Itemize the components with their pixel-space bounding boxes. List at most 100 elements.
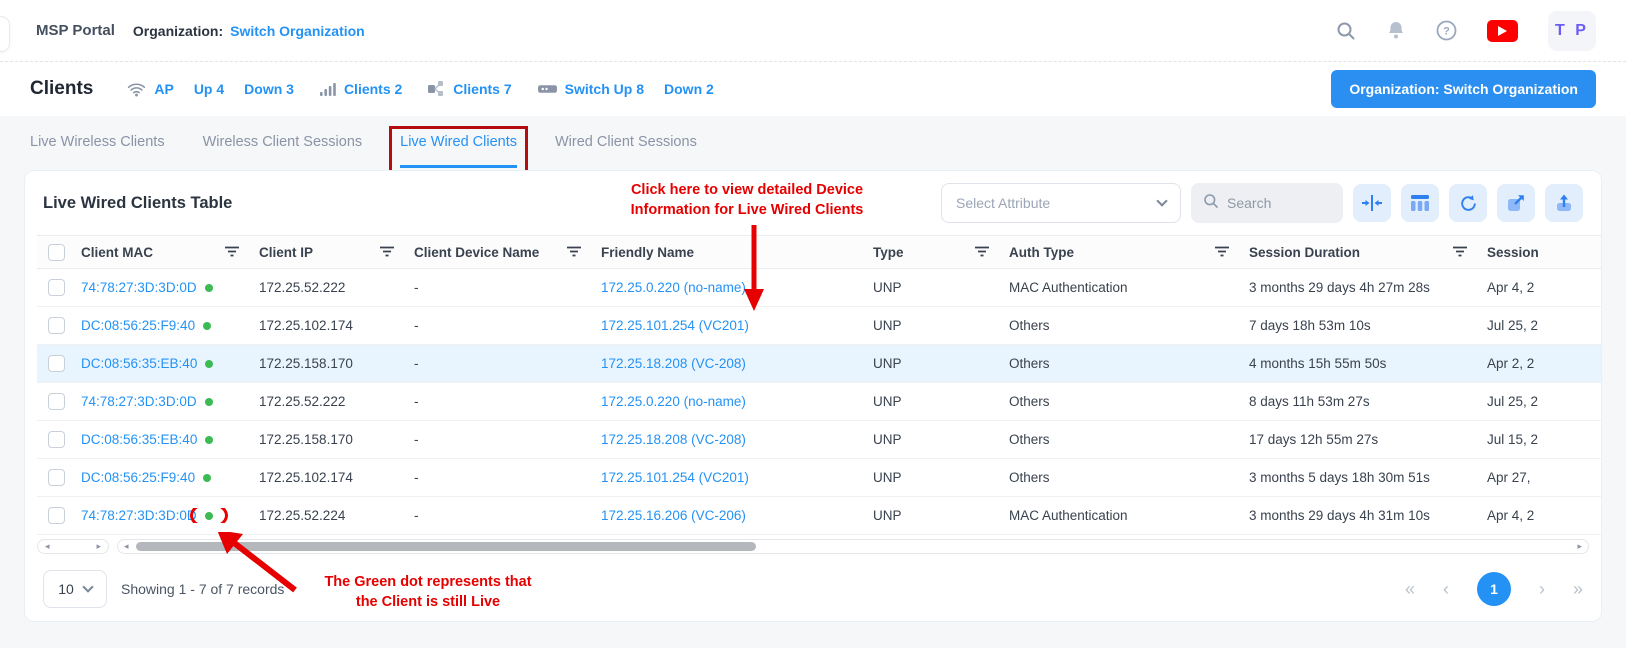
live-status-dot: [203, 321, 212, 330]
sidebar-toggle-nub[interactable]: [0, 16, 10, 52]
scroll-right-icon[interactable]: ▸: [96, 540, 101, 551]
friendly-name-link[interactable]: 172.25.18.208 (VC-208): [601, 356, 746, 371]
table-row-highlighted[interactable]: DC:08:56:35:EB:40 172.25.158.170 - 172.2…: [37, 345, 1601, 383]
open-in-new-button[interactable]: [1497, 184, 1535, 222]
table-row[interactable]: DC:08:56:25:F9:40 172.25.102.174 - 172.2…: [37, 307, 1601, 345]
table-row[interactable]: 74:78:27:3D:3D:0D 172.25.52.222 - 172.25…: [37, 383, 1601, 421]
client-mac-link[interactable]: 74:78:27:3D:3D:0D: [81, 394, 197, 409]
friendly-name-link[interactable]: 172.25.101.254 (VC201): [601, 470, 749, 485]
fit-columns-button[interactable]: [1353, 184, 1391, 222]
device-stats-bar: AP Up 4 Down 3 Clients 2 Clients 7: [127, 81, 714, 97]
stat-wireless-clients[interactable]: Clients 2: [319, 81, 402, 97]
client-mac-link[interactable]: DC:08:56:35:EB:40: [81, 432, 198, 447]
column-header[interactable]: Client MAC: [81, 244, 153, 260]
annotation-top-note: Click here to view detailed Device Infor…: [630, 182, 864, 219]
stat-ap[interactable]: AP Up 4 Down 3: [127, 81, 294, 97]
column-header[interactable]: Client Device Name: [414, 244, 540, 260]
scrollbar-thumb[interactable]: [136, 541, 756, 551]
filter-icon[interactable]: [1453, 245, 1467, 260]
friendly-name-link[interactable]: 172.25.18.208 (VC-208): [601, 432, 746, 447]
page-title: Clients: [30, 78, 94, 99]
column-header[interactable]: Client IP: [259, 244, 314, 260]
table-header-row: Client MAC Client IP Client Device Name …: [37, 235, 1601, 269]
friendly-name-link[interactable]: 172.25.0.220 (no-name): [601, 394, 746, 409]
records-summary: Showing 1 - 7 of 7 records: [121, 581, 285, 597]
table-row[interactable]: DC:08:56:35:EB:40 172.25.158.170 - 172.2…: [37, 421, 1601, 459]
client-mac-link[interactable]: DC:08:56:25:F9:40: [81, 470, 196, 485]
row-checkbox[interactable]: [47, 507, 65, 524]
organization-link[interactable]: Switch Organization: [230, 22, 365, 39]
signal-bars-icon: [319, 82, 336, 96]
export-upload-button[interactable]: [1545, 184, 1583, 222]
scroll-left-icon[interactable]: ◂: [124, 540, 129, 551]
tab-live-wired-clients[interactable]: Live Wired Clients: [389, 126, 528, 175]
filter-icon[interactable]: [225, 245, 239, 260]
stat-wired-clients[interactable]: Clients 7: [428, 81, 512, 97]
help-icon[interactable]: ?: [1436, 20, 1457, 41]
table-footer: 10 Showing 1 - 7 of 7 records The Green …: [25, 532, 1601, 618]
row-checkbox[interactable]: [47, 279, 65, 296]
friendly-name-link[interactable]: 172.25.101.254 (VC201): [601, 318, 749, 333]
column-header[interactable]: Session Duration: [1249, 244, 1361, 260]
table-search: [1191, 183, 1343, 223]
client-mac-link[interactable]: 74:78:27:3D:3D:0D: [81, 280, 197, 295]
row-checkbox[interactable]: [47, 469, 65, 486]
horizontal-scroll-area: ◂ ▸ ◂ ▸: [37, 538, 1589, 554]
select-all-checkbox[interactable]: [47, 243, 65, 261]
filter-icon[interactable]: [1215, 245, 1229, 260]
search-input[interactable]: [1227, 195, 1317, 211]
filter-icon[interactable]: [380, 245, 394, 260]
table-row[interactable]: 74:78:27:3D:3D:0D 172.25.52.224 - 172.25…: [37, 497, 1601, 535]
row-checkbox[interactable]: [47, 431, 65, 448]
chevron-down-icon: [82, 581, 94, 593]
client-mac-link[interactable]: DC:08:56:25:F9:40: [81, 318, 196, 333]
frozen-column-scrollbar[interactable]: ◂ ▸: [37, 538, 109, 554]
stat-switch[interactable]: Switch Up 8 Down 2: [537, 81, 714, 97]
previous-page-icon[interactable]: ‹: [1442, 578, 1449, 599]
table-row[interactable]: 74:78:27:3D:3D:0D 172.25.52.222 - 172.25…: [37, 269, 1601, 307]
notifications-bell-icon[interactable]: [1386, 20, 1406, 41]
client-mac-link[interactable]: 74:78:27:3D:3D:0D: [81, 508, 197, 523]
column-header[interactable]: Auth Type: [1009, 244, 1074, 260]
manage-columns-button[interactable]: [1401, 184, 1439, 222]
organization-label: Organization:: [132, 22, 224, 39]
row-checkbox[interactable]: [47, 317, 65, 334]
next-page-icon[interactable]: ›: [1538, 578, 1545, 599]
scroll-left-icon[interactable]: ◂: [45, 540, 50, 551]
user-avatar[interactable]: T P: [1548, 10, 1596, 51]
select-attribute-dropdown[interactable]: Select Attribute: [941, 183, 1181, 223]
live-status-dot: [204, 283, 213, 292]
row-checkbox[interactable]: [47, 393, 65, 410]
page-header: Clients AP Up 4 Down 3 Clients 2: [0, 62, 1626, 116]
youtube-icon[interactable]: [1487, 19, 1518, 42]
friendly-name-link[interactable]: 172.25.0.220 (no-name): [601, 280, 746, 295]
current-page-button[interactable]: 1: [1476, 572, 1511, 606]
refresh-button[interactable]: [1449, 184, 1487, 222]
tab-wireless-client-sessions[interactable]: Wireless Client Sessions: [202, 134, 363, 150]
page-size-select[interactable]: 10: [43, 570, 107, 608]
organization-switch-button[interactable]: Organization: Switch Organization: [1331, 70, 1596, 108]
scroll-right-icon[interactable]: ▸: [1577, 540, 1582, 551]
column-header[interactable]: Type: [873, 244, 904, 260]
annotation-bottom-note: The Green dot represents that the Client…: [324, 574, 532, 611]
table-controls: Select Attribute: [941, 183, 1583, 223]
friendly-name-link[interactable]: 172.25.16.206 (VC-206): [601, 508, 746, 523]
tab-live-wireless-clients[interactable]: Live Wireless Clients: [30, 134, 165, 150]
last-page-icon[interactable]: »: [1572, 578, 1583, 599]
column-header[interactable]: Friendly Name: [601, 244, 695, 260]
filter-icon[interactable]: [975, 245, 989, 260]
tab-wired-client-sessions[interactable]: Wired Client Sessions: [554, 134, 697, 150]
table-title: Live Wired Clients Table: [43, 193, 233, 212]
first-page-icon[interactable]: «: [1404, 578, 1415, 599]
search-icon[interactable]: [1336, 21, 1356, 41]
live-status-dot: [205, 435, 214, 444]
filter-icon[interactable]: [567, 245, 581, 260]
client-mac-link[interactable]: DC:08:56:35:EB:40: [81, 356, 198, 371]
svg-text:?: ?: [1443, 26, 1450, 38]
row-checkbox[interactable]: [47, 355, 65, 372]
column-header[interactable]: Session: [1487, 244, 1539, 260]
table-horizontal-scrollbar[interactable]: ◂ ▸: [117, 538, 1589, 554]
table-row[interactable]: DC:08:56:25:F9:40 172.25.102.174 - 172.2…: [37, 459, 1601, 497]
client-tabs: Live Wireless Clients Wireless Client Se…: [0, 116, 1626, 175]
